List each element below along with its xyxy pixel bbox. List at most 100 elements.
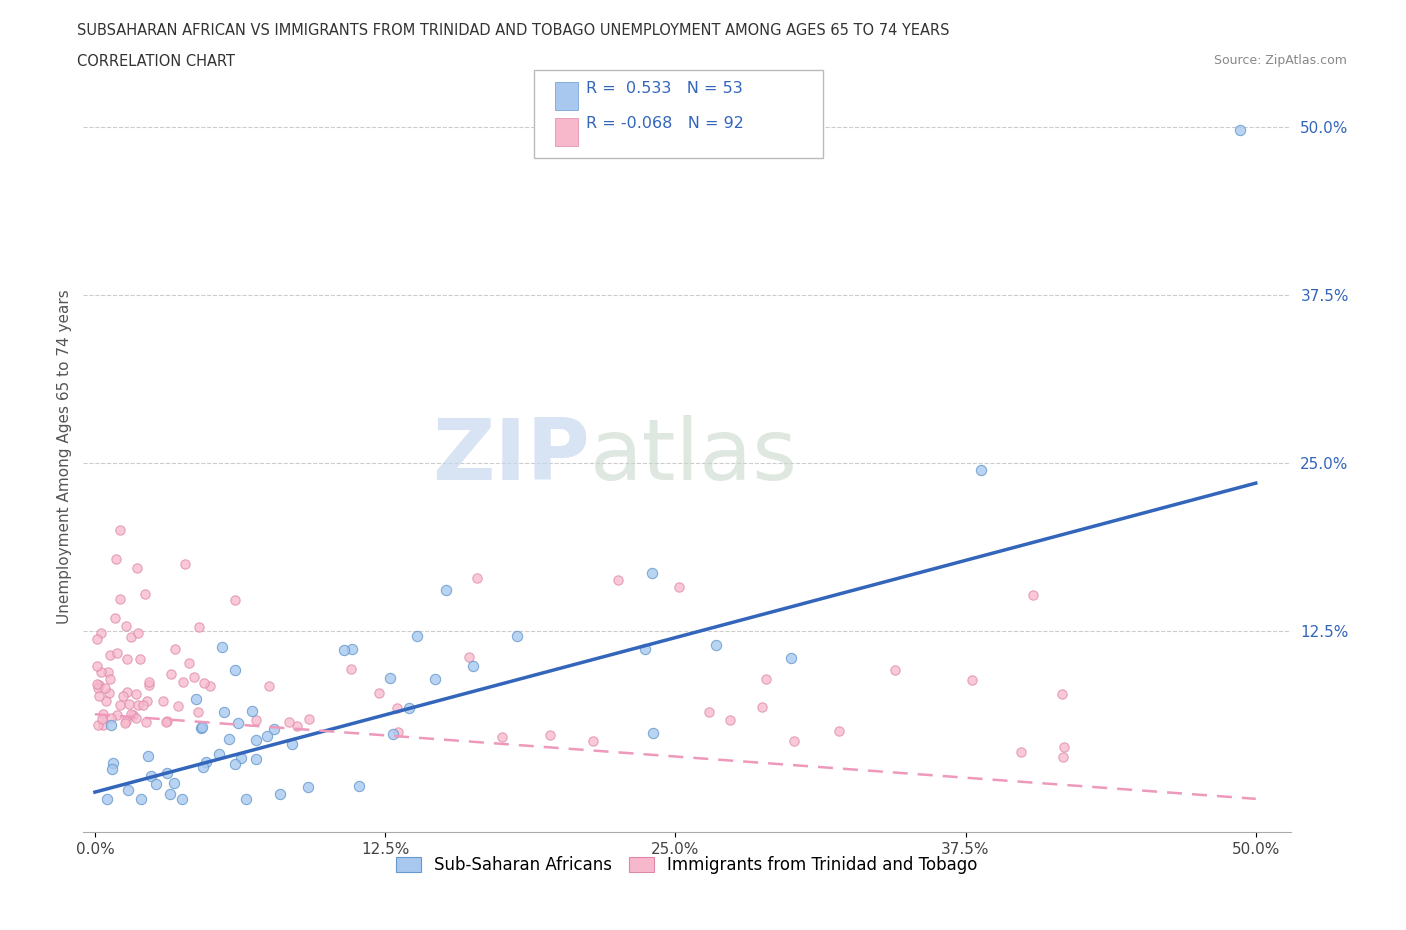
- Point: [96, 791, 118, 806]
- Point: [340, 642, 363, 657]
- Point: [135, 714, 157, 729]
- Point: [183, 670, 205, 684]
- Point: [339, 662, 361, 677]
- Point: [191, 760, 214, 775]
- Point: [91, 707, 114, 722]
- Point: [285, 718, 308, 733]
- Point: [385, 701, 408, 716]
- Point: [111, 688, 134, 703]
- Point: [718, 712, 741, 727]
- Point: [207, 747, 229, 762]
- Point: [101, 762, 124, 777]
- Point: [100, 718, 122, 733]
- Point: [231, 751, 253, 765]
- Point: [240, 703, 263, 718]
- Text: R =  0.533   N = 53: R = 0.533 N = 53: [586, 81, 742, 96]
- Point: [224, 593, 246, 608]
- Point: [190, 720, 212, 735]
- Text: R = -0.068   N = 92: R = -0.068 N = 92: [586, 115, 744, 130]
- Point: [970, 462, 993, 477]
- Point: [184, 691, 207, 706]
- Point: [398, 700, 420, 715]
- Point: [387, 724, 409, 739]
- Point: [226, 716, 249, 731]
- Point: [97, 685, 120, 700]
- Point: [152, 693, 174, 708]
- Text: SUBSAHARAN AFRICAN VS IMMIGRANTS FROM TRINIDAD AND TOBAGO UNEMPLOYMENT AMONG AGE: SUBSAHARAN AFRICAN VS IMMIGRANTS FROM TR…: [77, 23, 950, 38]
- Point: [120, 707, 142, 722]
- Point: [129, 791, 152, 806]
- Point: [1010, 745, 1032, 760]
- Point: [211, 639, 233, 654]
- Point: [269, 787, 291, 802]
- Point: [104, 610, 127, 625]
- Point: [114, 715, 136, 730]
- Point: [224, 662, 246, 677]
- Point: [538, 727, 561, 742]
- Point: [125, 711, 148, 725]
- Point: [172, 675, 194, 690]
- Point: [641, 565, 664, 580]
- Y-axis label: Unemployment Among Ages 65 to 74 years: Unemployment Among Ages 65 to 74 years: [58, 289, 72, 624]
- Point: [298, 711, 321, 726]
- Point: [86, 717, 108, 732]
- Point: [110, 591, 132, 606]
- Point: [155, 713, 177, 728]
- Point: [218, 731, 240, 746]
- Point: [179, 656, 201, 671]
- Point: [278, 714, 301, 729]
- Point: [87, 681, 110, 696]
- Point: [195, 754, 218, 769]
- Point: [198, 679, 221, 694]
- Point: [347, 778, 370, 793]
- Point: [457, 649, 479, 664]
- Point: [212, 704, 235, 719]
- Point: [423, 671, 446, 686]
- Point: [94, 694, 117, 709]
- Point: [245, 712, 267, 727]
- Point: [780, 650, 803, 665]
- Point: [132, 698, 155, 712]
- Point: [461, 658, 484, 673]
- Point: [155, 714, 177, 729]
- Point: [163, 776, 186, 790]
- Point: [87, 678, 110, 693]
- Point: [117, 684, 139, 699]
- Point: [751, 699, 773, 714]
- Legend: Sub-Saharan Africans, Immigrants from Trinidad and Tobago: Sub-Saharan Africans, Immigrants from Tr…: [389, 849, 984, 881]
- Point: [828, 724, 851, 738]
- Point: [134, 586, 156, 601]
- Point: [145, 777, 167, 791]
- Point: [156, 765, 179, 780]
- Point: [115, 651, 138, 666]
- Point: [91, 717, 114, 732]
- Point: [118, 697, 141, 711]
- Point: [90, 664, 112, 679]
- Point: [105, 551, 128, 566]
- Point: [382, 726, 405, 741]
- Point: [138, 675, 160, 690]
- Point: [235, 791, 257, 806]
- Point: [105, 708, 128, 723]
- Point: [136, 749, 159, 764]
- Point: [634, 642, 657, 657]
- Text: CORRELATION CHART: CORRELATION CHART: [77, 54, 235, 69]
- Point: [256, 729, 278, 744]
- Point: [465, 571, 488, 586]
- Point: [127, 698, 149, 712]
- Point: [108, 523, 131, 538]
- Point: [1052, 750, 1074, 764]
- Point: [245, 732, 267, 747]
- Point: [86, 631, 108, 646]
- Point: [100, 648, 122, 663]
- Point: [98, 671, 121, 686]
- Point: [159, 787, 181, 802]
- Point: [138, 677, 160, 692]
- Point: [86, 676, 108, 691]
- Point: [125, 561, 148, 576]
- Point: [378, 671, 401, 686]
- Point: [1053, 739, 1076, 754]
- Point: [115, 714, 138, 729]
- Point: [406, 629, 429, 644]
- Point: [641, 725, 664, 740]
